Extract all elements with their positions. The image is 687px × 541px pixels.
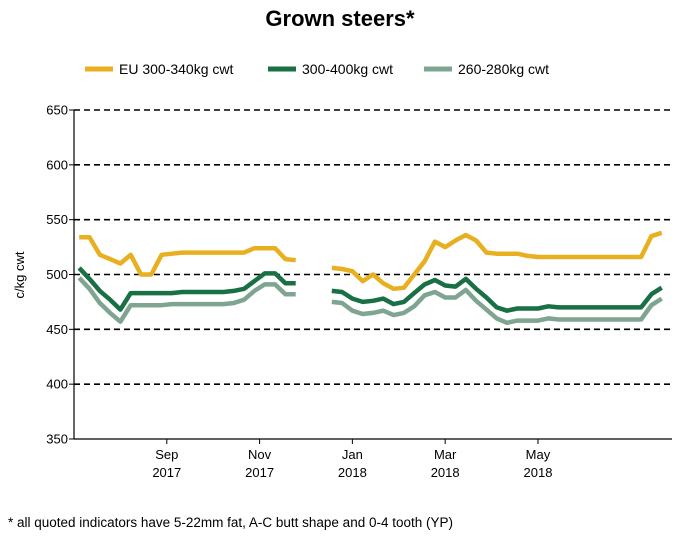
series-line (331, 276, 663, 313)
series-line (331, 230, 663, 292)
gridlines (74, 109, 672, 385)
legend-label: EU 300-340kg cwt (119, 61, 234, 77)
y-tick-label: 600 (46, 157, 68, 172)
series-line (79, 234, 296, 277)
series-line (331, 287, 663, 326)
legend-label: 300-400kg cwt (302, 61, 393, 77)
series-line (77, 276, 296, 324)
x-tick-label: Mar (434, 447, 457, 462)
y-tick-label: 550 (46, 212, 68, 227)
x-axis-ticks: Sep 2017 Nov 2017 Jan 2018 Mar 2018 May 2018 (152, 439, 552, 480)
series-line (77, 266, 296, 312)
y-tick-label: 650 (46, 103, 68, 118)
plot-series (77, 230, 663, 326)
y-tick-label: 500 (46, 267, 68, 282)
x-tick-label: May (526, 447, 551, 462)
x-tick-label-year: 2018 (431, 465, 460, 480)
y-tick-label: 350 (46, 432, 68, 447)
x-tick-label-year: 2017 (152, 465, 181, 480)
y-tick-label: 450 (46, 322, 68, 337)
x-tick-label: Sep (155, 447, 178, 462)
y-axis-label: c/kg cwt (12, 251, 27, 298)
x-tick-label: Nov (248, 447, 272, 462)
x-tick-label-year: 2017 (245, 465, 274, 480)
legend-label: 260-280kg cwt (458, 61, 549, 77)
x-tick-label: Jan (342, 447, 363, 462)
chart-title: Grown steers* (265, 6, 415, 31)
y-axis-ticks: 350 400 450 500 550 600 650 (46, 103, 74, 447)
y-tick-label: 400 (46, 377, 68, 392)
legend: EU 300-340kg cwt 300-400kg cwt 260-280kg c… (85, 61, 549, 77)
x-tick-label-year: 2018 (338, 465, 367, 480)
footnote: * all quoted indicators have 5-22mm fat,… (8, 515, 453, 530)
x-tick-label-year: 2018 (524, 465, 553, 480)
